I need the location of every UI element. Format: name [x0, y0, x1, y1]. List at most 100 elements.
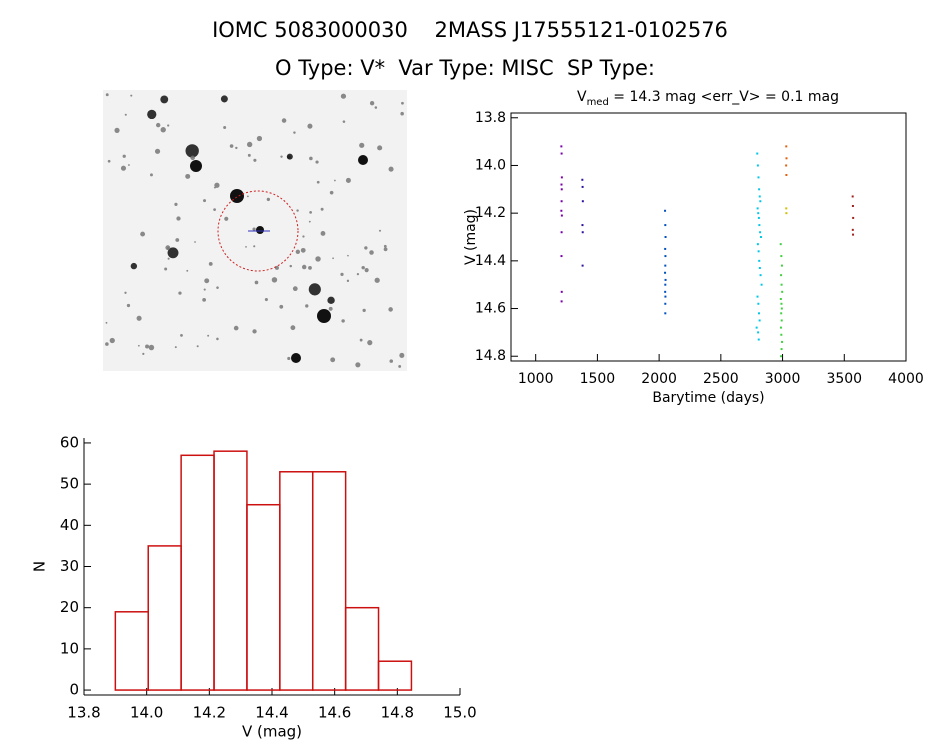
- star: [264, 297, 268, 302]
- star: [122, 154, 126, 158]
- star: [124, 291, 127, 294]
- star: [295, 249, 301, 254]
- star: [389, 359, 394, 363]
- star: [252, 227, 256, 231]
- histogram-bar: [147, 545, 182, 691]
- data-point: [757, 216, 760, 219]
- data-point: [560, 152, 563, 155]
- star: [130, 262, 138, 270]
- star: [361, 265, 365, 270]
- data-point: [664, 271, 667, 274]
- y-tick-label: 0: [69, 681, 79, 699]
- data-point: [756, 164, 759, 167]
- star: [148, 344, 155, 351]
- data-point: [759, 200, 762, 203]
- x-tick-label: 1500: [580, 371, 616, 387]
- data-point: [780, 355, 783, 358]
- data-point: [758, 319, 761, 322]
- star: [340, 272, 344, 277]
- y-tick-label: 60: [60, 433, 79, 451]
- star: [252, 329, 257, 334]
- star: [369, 250, 374, 255]
- data-point: [785, 145, 788, 148]
- data-point: [664, 290, 667, 293]
- star: [388, 166, 394, 172]
- star: [332, 257, 334, 260]
- x-tick-label: 14.2: [193, 704, 226, 722]
- star: [167, 124, 170, 127]
- data-point: [755, 326, 758, 329]
- star: [253, 245, 256, 248]
- data-point: [757, 312, 760, 315]
- data-point: [664, 236, 667, 238]
- star: [114, 127, 120, 133]
- histogram-bar: [377, 660, 413, 691]
- star: [220, 95, 228, 103]
- star: [142, 352, 145, 355]
- data-point: [759, 231, 762, 234]
- y-tick-label: 13.8: [475, 110, 506, 126]
- star: [400, 111, 404, 116]
- data-point: [664, 302, 667, 305]
- star: [289, 264, 293, 268]
- x-tick-label: 15.0: [443, 704, 476, 722]
- star: [378, 229, 382, 232]
- data-point: [560, 214, 563, 217]
- title-rest: = 14.3 mag <err_V> = 0.1 mag: [609, 89, 839, 105]
- star: [246, 195, 249, 198]
- star: [328, 306, 333, 311]
- title-subscript: med: [587, 97, 609, 108]
- x-tick-label: 2500: [703, 371, 739, 387]
- data-point: [560, 290, 563, 293]
- star: [194, 241, 196, 243]
- star: [359, 142, 365, 148]
- star: [186, 269, 189, 272]
- x-tick-label: 2000: [641, 371, 677, 387]
- star: [138, 344, 140, 347]
- star: [120, 165, 127, 171]
- star: [388, 307, 393, 312]
- page-title: IOMC 5083000030 2MASS J17555121-0102576: [212, 18, 728, 42]
- data-point: [758, 267, 761, 269]
- x-tick-label: 3000: [765, 371, 801, 387]
- star: [150, 173, 153, 177]
- star: [213, 208, 216, 211]
- data-point: [779, 298, 782, 300]
- star: [254, 280, 259, 285]
- title-main: V: [577, 89, 587, 105]
- star: [374, 106, 378, 109]
- data-point: [560, 300, 563, 303]
- data-point: [785, 164, 788, 167]
- data-point: [664, 224, 667, 227]
- bright-star: [358, 155, 368, 165]
- star: [202, 297, 207, 302]
- data-point: [756, 295, 759, 298]
- data-point: [581, 185, 584, 188]
- data-point: [780, 274, 783, 277]
- star: [305, 304, 309, 308]
- star: [180, 334, 183, 337]
- data-point: [780, 302, 783, 305]
- star: [203, 288, 206, 291]
- histogram-bar: [344, 606, 380, 691]
- star: [290, 325, 296, 331]
- histogram-bar: [114, 611, 149, 691]
- star: [160, 127, 166, 133]
- data-point: [780, 264, 783, 267]
- data-point: [780, 348, 783, 351]
- star: [308, 265, 312, 270]
- x-tick-label: 4000: [888, 371, 924, 387]
- data-point: [758, 259, 761, 262]
- star: [266, 197, 271, 202]
- data-point: [758, 224, 761, 227]
- star: [105, 321, 108, 324]
- y-tick-label: 30: [60, 557, 79, 575]
- star: [109, 337, 115, 344]
- star: [216, 337, 219, 341]
- star: [327, 296, 335, 305]
- data-point: [560, 176, 563, 179]
- star: [330, 357, 336, 363]
- data-point: [756, 243, 759, 246]
- star: [190, 155, 195, 161]
- data-point: [785, 174, 788, 176]
